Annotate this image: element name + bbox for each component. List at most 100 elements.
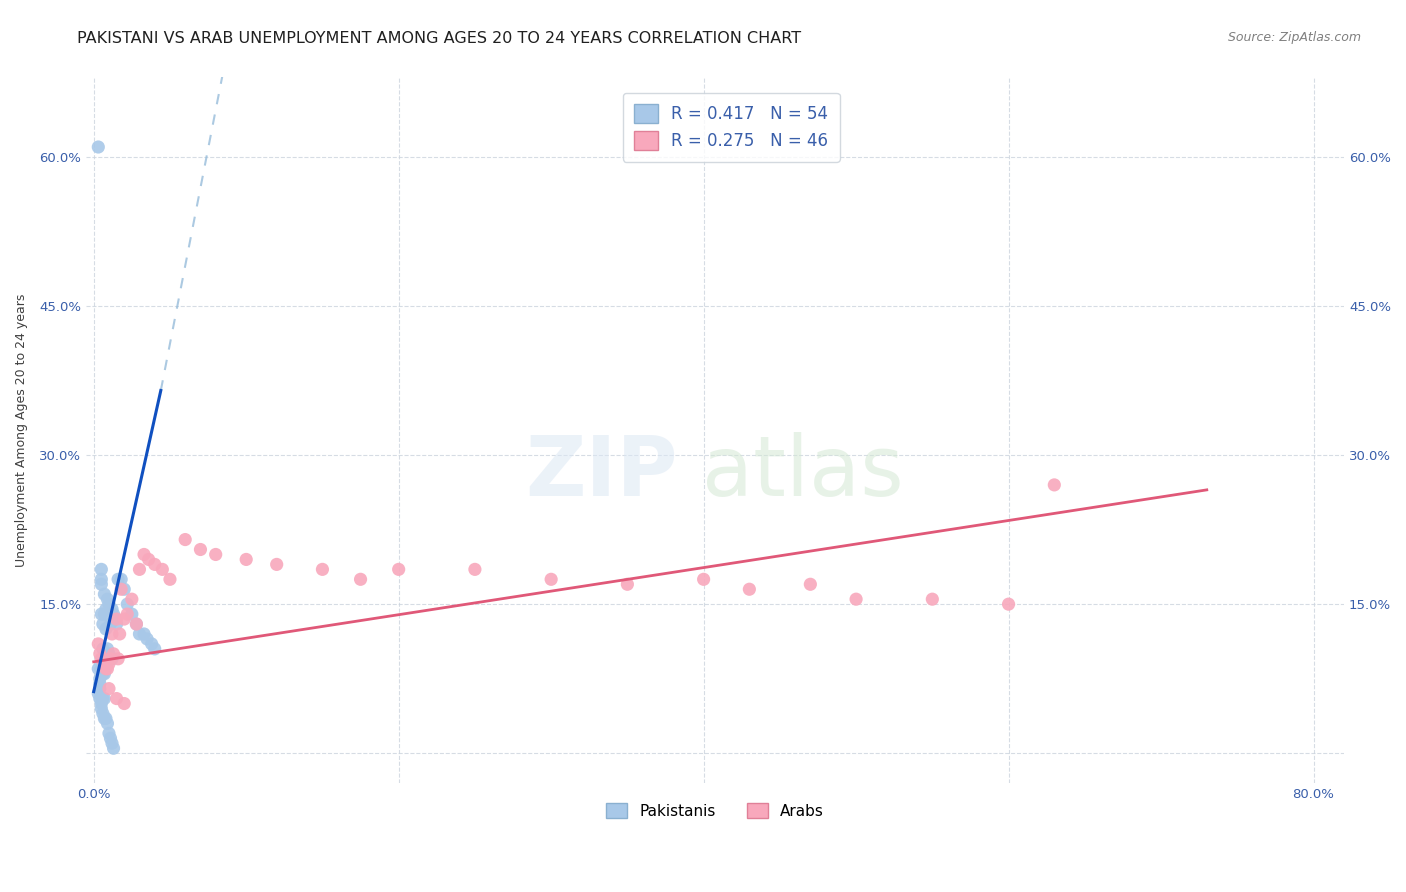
Point: [105, 691, 128, 706]
Point: [464, 562, 486, 576]
Point: [104, 612, 127, 626]
Point: [138, 552, 160, 566]
Point: [845, 592, 868, 607]
Point: [738, 582, 761, 597]
Point: [93, 607, 115, 621]
Point: [117, 607, 139, 621]
Point: [98, 647, 121, 661]
Point: [89, 672, 111, 686]
Point: [108, 627, 131, 641]
Point: [132, 548, 155, 562]
Point: [159, 572, 181, 586]
Point: [204, 548, 226, 562]
Point: [91, 641, 114, 656]
Point: [125, 617, 148, 632]
Point: [90, 652, 112, 666]
Point: [174, 533, 197, 547]
Point: [125, 617, 148, 632]
Point: [311, 562, 333, 576]
Point: [103, 607, 125, 621]
Legend: Pakistanis, Arabs: Pakistanis, Arabs: [600, 797, 830, 825]
Point: [93, 691, 115, 706]
Point: [266, 558, 288, 572]
Point: [89, 676, 111, 690]
Point: [100, 652, 122, 666]
Point: [921, 592, 943, 607]
Point: [90, 562, 112, 576]
Point: [103, 741, 125, 756]
Point: [540, 572, 562, 586]
Point: [90, 701, 112, 715]
Point: [98, 657, 121, 671]
Point: [616, 577, 638, 591]
Point: [90, 662, 112, 676]
Point: [150, 562, 173, 576]
Point: [121, 607, 143, 621]
Point: [103, 647, 125, 661]
Point: [101, 602, 124, 616]
Point: [87, 140, 110, 154]
Point: [91, 706, 114, 721]
Point: [101, 627, 124, 641]
Point: [107, 572, 129, 586]
Point: [128, 562, 150, 576]
Point: [87, 637, 110, 651]
Point: [143, 558, 166, 572]
Point: [90, 577, 112, 591]
Point: [98, 681, 121, 696]
Point: [190, 542, 212, 557]
Point: [94, 711, 117, 725]
Point: [799, 577, 821, 591]
Point: [93, 711, 115, 725]
Text: ZIP: ZIP: [524, 432, 678, 513]
Point: [90, 697, 112, 711]
Point: [93, 666, 115, 681]
Text: Source: ZipAtlas.com: Source: ZipAtlas.com: [1227, 31, 1361, 45]
Point: [98, 726, 121, 740]
Point: [105, 612, 128, 626]
Point: [112, 612, 135, 626]
Text: PAKISTANI VS ARAB UNEMPLOYMENT AMONG AGES 20 TO 24 YEARS CORRELATION CHART: PAKISTANI VS ARAB UNEMPLOYMENT AMONG AGE…: [77, 31, 801, 46]
Point: [101, 736, 124, 750]
Point: [121, 592, 143, 607]
Point: [98, 597, 121, 611]
Point: [1043, 478, 1066, 492]
Point: [117, 597, 139, 611]
Point: [96, 592, 118, 607]
Point: [91, 652, 114, 666]
Point: [388, 562, 411, 576]
Point: [93, 587, 115, 601]
Point: [110, 582, 132, 597]
Point: [100, 617, 122, 632]
Point: [93, 657, 115, 671]
Point: [87, 662, 110, 676]
Point: [997, 597, 1019, 611]
Point: [349, 572, 371, 586]
Point: [90, 572, 112, 586]
Point: [105, 617, 128, 632]
Point: [94, 662, 117, 676]
Point: [90, 607, 112, 621]
Point: [91, 666, 114, 681]
Point: [143, 641, 166, 656]
Y-axis label: Unemployment Among Ages 20 to 24 years: Unemployment Among Ages 20 to 24 years: [15, 293, 28, 567]
Point: [110, 572, 132, 586]
Point: [235, 552, 257, 566]
Point: [107, 652, 129, 666]
Point: [101, 652, 124, 666]
Point: [112, 697, 135, 711]
Point: [112, 582, 135, 597]
Point: [91, 691, 114, 706]
Point: [94, 622, 117, 636]
Point: [100, 652, 122, 666]
Text: atlas: atlas: [703, 432, 904, 513]
Point: [692, 572, 714, 586]
Point: [91, 617, 114, 632]
Point: [94, 602, 117, 616]
Point: [96, 662, 118, 676]
Point: [136, 632, 159, 646]
Point: [132, 627, 155, 641]
Point: [89, 681, 111, 696]
Point: [96, 641, 118, 656]
Point: [87, 687, 110, 701]
